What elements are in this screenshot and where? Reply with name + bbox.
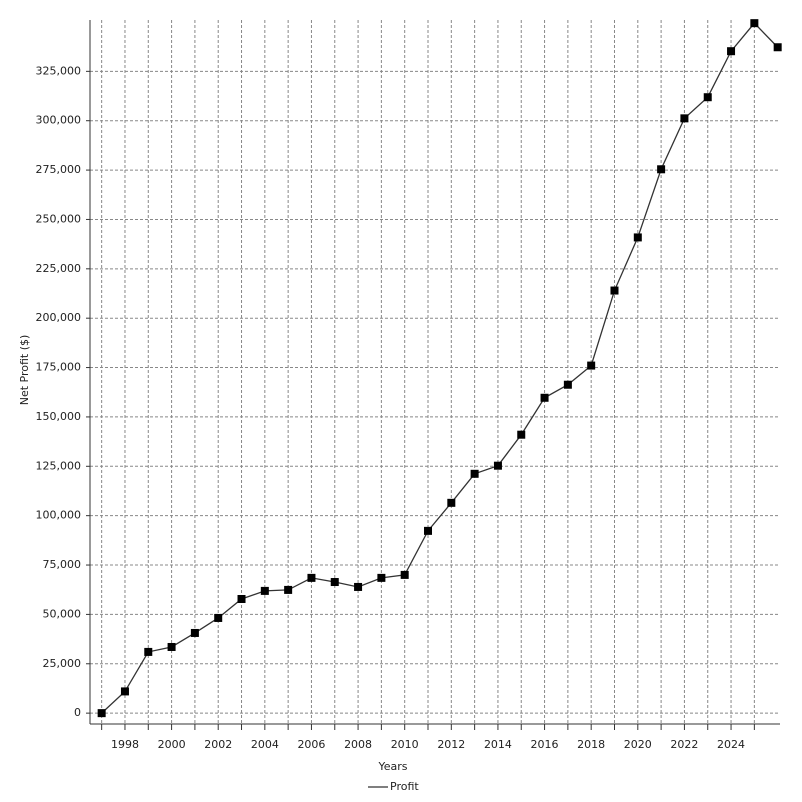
x-tick-label: 2014 [484, 738, 512, 751]
y-tick-label: 50,000 [43, 607, 82, 620]
x-tick-label: 2020 [624, 738, 652, 751]
x-tick-label: 2012 [437, 738, 465, 751]
marker [260, 586, 269, 595]
marker [447, 498, 456, 507]
y-tick-label: 100,000 [36, 509, 82, 522]
marker [540, 393, 549, 402]
marker [307, 573, 316, 582]
marker [400, 570, 409, 579]
y-tick-label: 225,000 [36, 262, 82, 275]
marker [284, 585, 293, 594]
y-tick-label: 150,000 [36, 410, 82, 423]
x-tick-label: 2008 [344, 738, 372, 751]
x-tick-label: 2022 [670, 738, 698, 751]
marker [330, 578, 339, 587]
y-tick-label: 0 [74, 706, 81, 719]
x-tick-label: 2010 [391, 738, 419, 751]
marker [563, 380, 572, 389]
y-tick-label: 175,000 [36, 361, 82, 374]
marker [354, 582, 363, 591]
marker [97, 709, 106, 718]
marker [120, 687, 129, 696]
marker [727, 47, 736, 56]
marker [144, 647, 153, 656]
marker [680, 114, 689, 123]
marker [703, 93, 712, 102]
x-tick-label: 2002 [204, 738, 232, 751]
y-tick-label: 75,000 [43, 558, 82, 571]
y-tick-label: 275,000 [36, 163, 82, 176]
y-axis-title: Net Profit ($) [18, 335, 31, 406]
marker [470, 469, 479, 478]
marker [424, 526, 433, 535]
marker [633, 233, 642, 242]
x-axis-title: Years [377, 760, 407, 773]
x-tick-label: 2006 [297, 738, 325, 751]
marker [190, 628, 199, 637]
marker [517, 430, 526, 439]
x-tick-label: 2024 [717, 738, 745, 751]
marker [237, 594, 246, 603]
marker [773, 43, 782, 52]
marker [750, 19, 759, 28]
y-tick-label: 325,000 [36, 64, 82, 77]
line [101, 22, 779, 714]
y-tick-label: 300,000 [36, 114, 82, 127]
marker [657, 165, 666, 174]
x-tick-label: 2018 [577, 738, 605, 751]
y-tick-label: 250,000 [36, 212, 82, 225]
marker [214, 613, 223, 622]
x-tick-label: 1998 [111, 738, 139, 751]
y-tick-label: 25,000 [43, 657, 82, 670]
marker [610, 286, 619, 295]
marker [167, 642, 176, 651]
marker [493, 461, 502, 470]
marker [587, 361, 596, 370]
legend-label: Profit [390, 780, 419, 793]
y-tick-label: 125,000 [36, 459, 82, 472]
x-tick-label: 2004 [251, 738, 279, 751]
x-tick-label: 2016 [531, 738, 559, 751]
marker [377, 573, 386, 582]
y-tick-label: 200,000 [36, 311, 82, 324]
x-tick-label: 2000 [158, 738, 186, 751]
